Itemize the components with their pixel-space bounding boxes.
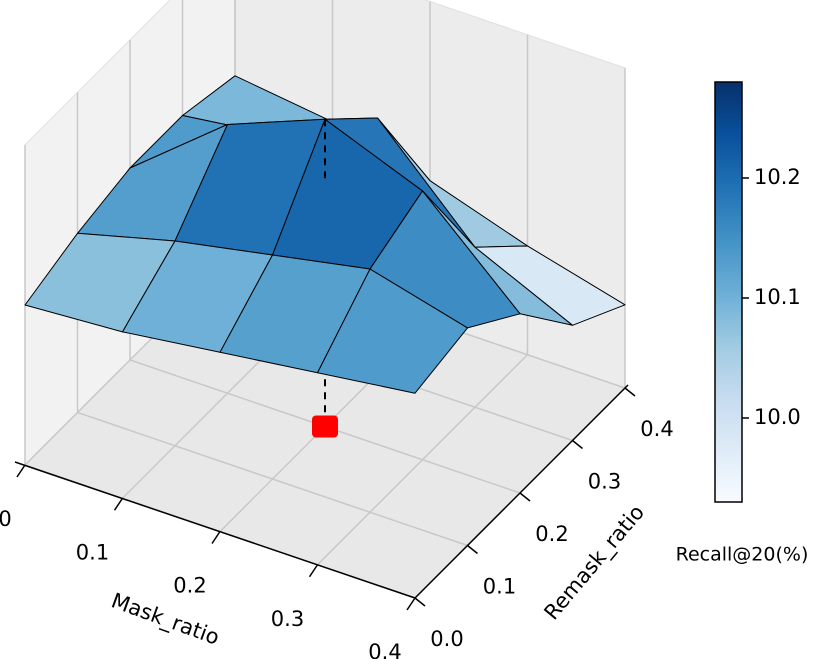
y-axis-line	[414, 384, 629, 599]
grid-line	[76, 92, 468, 547]
y-axis-label: Remask_ratio	[539, 500, 649, 625]
x-tick-label: 0.2	[173, 574, 206, 598]
tick-mark	[519, 492, 531, 502]
colorbar-label: Recall@20(%)	[676, 544, 809, 566]
y-tick-label: 0.0	[430, 627, 463, 651]
tick-mark	[624, 387, 636, 397]
tick-mark	[16, 464, 26, 478]
tick-mark	[572, 439, 583, 450]
surface-facet	[317, 268, 468, 394]
x-tick-label: 0.3	[271, 607, 304, 631]
tick-mark	[414, 597, 426, 607]
tick-mark	[467, 544, 478, 555]
tick-mark	[113, 497, 124, 511]
tick-mark	[211, 531, 221, 544]
x-tick-label: 0.0	[0, 507, 12, 531]
colorbar-tick-label: 10.2	[754, 165, 801, 189]
highlight-point	[312, 415, 338, 438]
colorbar-tick-label: 10.0	[754, 405, 801, 429]
tick-mark	[406, 597, 416, 611]
x-axis-label: Mask_ratio	[108, 588, 223, 650]
x-axis-line	[14, 461, 416, 599]
tick-mark	[308, 564, 319, 578]
y-tick-label: 0.3	[588, 470, 621, 494]
colorbar	[714, 81, 743, 503]
x-tick-label: 0.1	[76, 540, 109, 564]
y-tick-label: 0.4	[640, 417, 673, 441]
y-tick-label: 0.1	[483, 575, 516, 599]
colorbar-tick-label: 10.1	[754, 285, 801, 309]
y-tick-label: 0.2	[535, 522, 568, 546]
x-tick-label: 0.4	[368, 640, 401, 659]
grid-line	[129, 40, 521, 494]
